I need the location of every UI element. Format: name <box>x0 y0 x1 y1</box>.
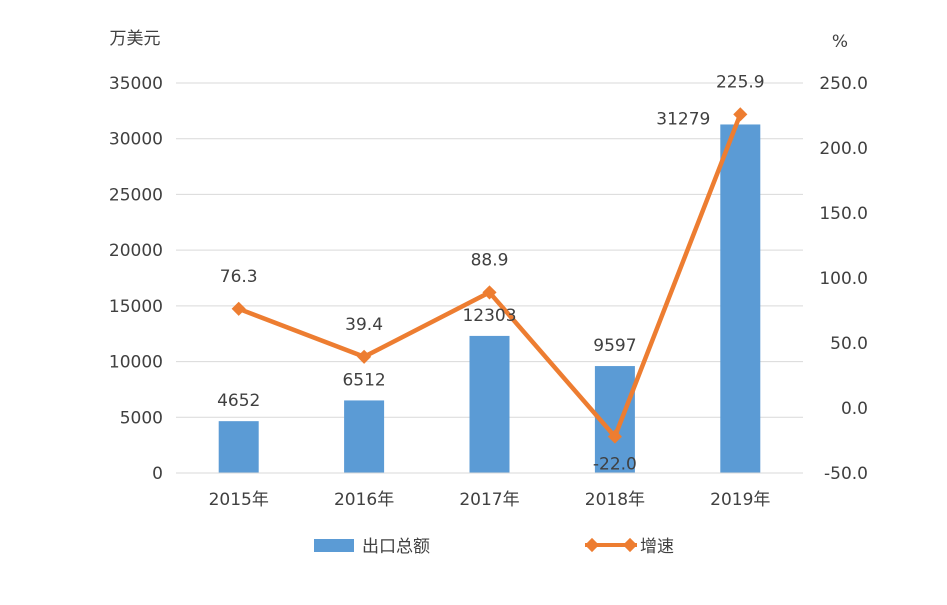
legend-bar-swatch <box>314 539 354 552</box>
category-label: 2015年 <box>209 490 269 510</box>
line-marker <box>607 429 622 444</box>
category-label: 2017年 <box>459 490 519 510</box>
bar <box>469 335 510 473</box>
bar-data-label: 4652 <box>217 391 260 411</box>
left-tick-label: 35000 <box>109 74 163 94</box>
legend-bar-label: 出口总额 <box>362 537 430 557</box>
bar-data-label: 12303 <box>462 306 516 326</box>
legend-line-marker-left <box>584 537 600 553</box>
line-marker <box>733 107 748 122</box>
bar-data-label: 6512 <box>342 370 385 390</box>
category-label: 2019年 <box>710 490 770 510</box>
line-series <box>231 107 748 444</box>
right-tick-label: 100.0 <box>819 269 868 289</box>
line-data-label: -22.0 <box>593 455 637 475</box>
right-tick-label: 0.0 <box>841 399 868 419</box>
right-axis-unit: % <box>832 32 848 52</box>
bar <box>344 400 385 473</box>
bar-data-label: 9597 <box>593 336 636 356</box>
data-labels: 4652 6512 12303 9597 31279 76.3 39.4 88.9 -22.0 2… <box>217 72 765 474</box>
right-tick-label: 250.0 <box>819 74 868 94</box>
line-marker <box>231 301 246 316</box>
left-tick-label: 15000 <box>109 297 163 317</box>
left-tick-label: 25000 <box>109 185 163 205</box>
category-label: 2018年 <box>585 490 645 510</box>
line-marker <box>357 349 372 364</box>
left-tick-label: 30000 <box>109 130 163 150</box>
left-tick-label: 5000 <box>120 408 163 428</box>
left-tick-label: 20000 <box>109 241 163 261</box>
category-label: 2016年 <box>334 490 394 510</box>
left-tick-label: 10000 <box>109 353 163 373</box>
legend: 出口总额 增速 <box>314 537 674 557</box>
line-marker <box>482 285 497 300</box>
bar <box>720 124 761 473</box>
right-tick-label: 200.0 <box>819 139 868 159</box>
line-data-label: 39.4 <box>345 315 383 335</box>
bar <box>218 421 259 473</box>
axes: 0 5000 10000 15000 20000 25000 30000 35000 -50.0… <box>109 74 868 510</box>
legend-line-label: 增速 <box>640 537 674 557</box>
left-tick-label: 0 <box>152 464 163 484</box>
left-axis-unit: 万美元 <box>110 29 161 49</box>
legend-line-marker-right <box>622 537 638 553</box>
right-tick-label: 50.0 <box>830 334 868 354</box>
line-data-label: 88.9 <box>471 250 509 270</box>
right-tick-label: -50.0 <box>824 464 868 484</box>
right-tick-label: 150.0 <box>819 204 868 224</box>
line-data-label: 225.9 <box>716 72 765 92</box>
line-data-label: 76.3 <box>220 267 258 287</box>
bar-data-label: 31279 <box>656 109 710 129</box>
